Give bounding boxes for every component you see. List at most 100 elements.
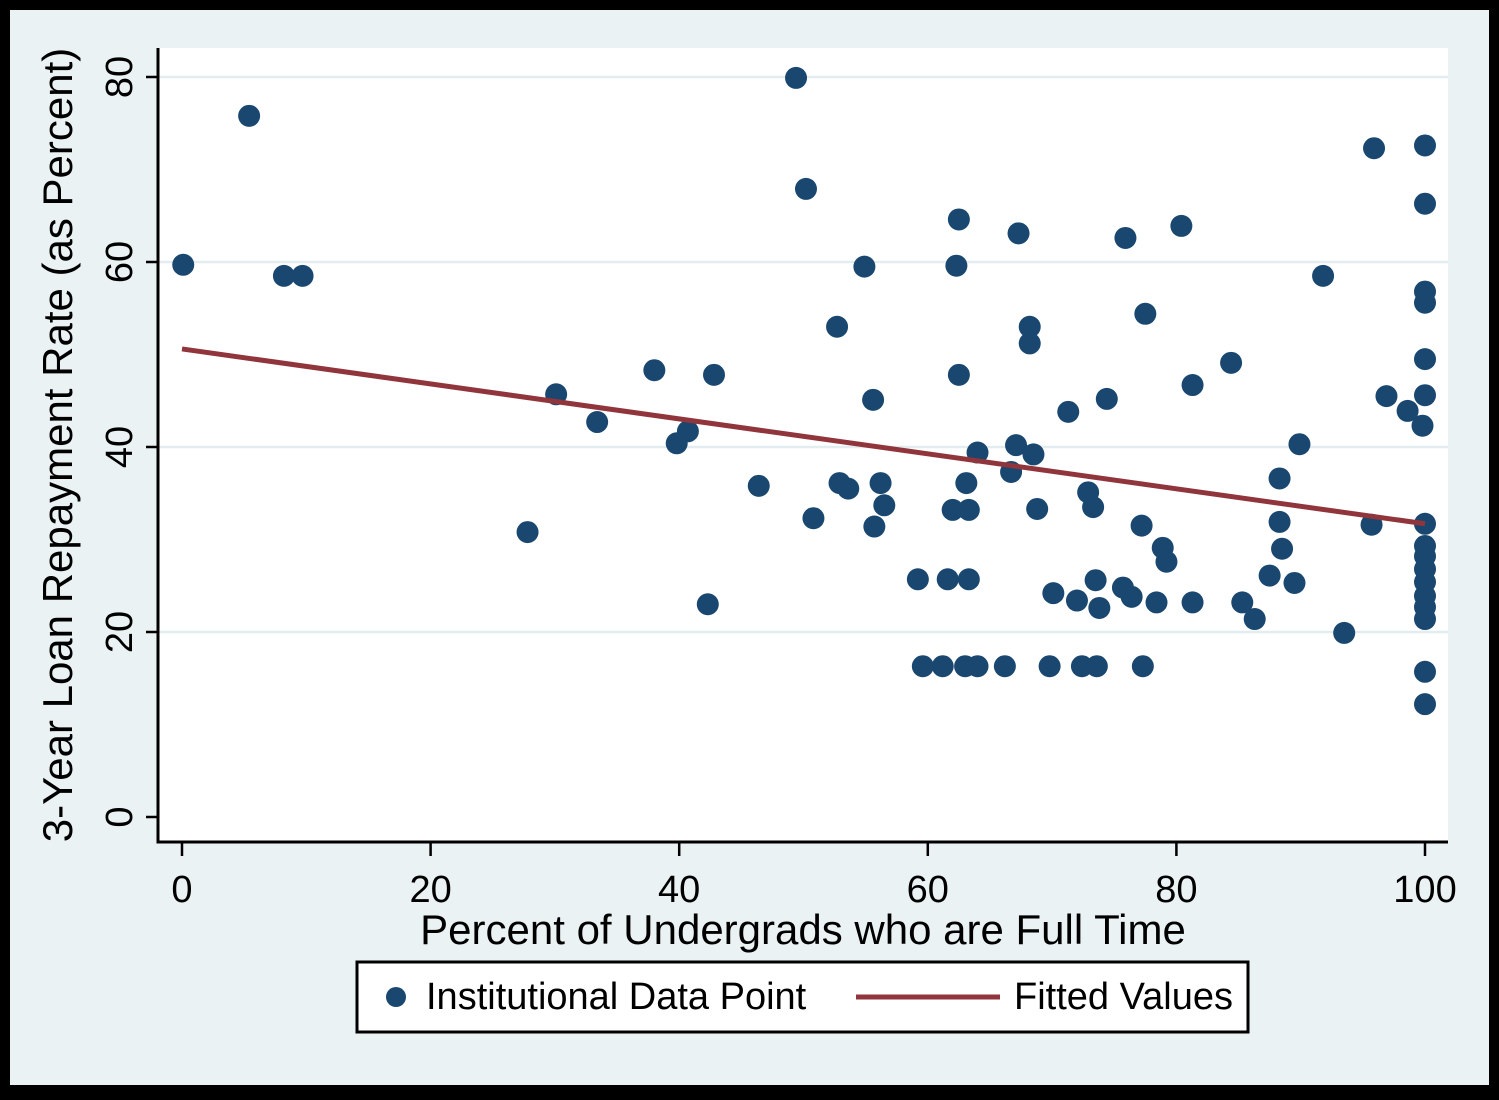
data-point [1170,214,1193,237]
plot-area [158,48,1448,842]
data-point [794,177,817,200]
data-point [1258,564,1281,587]
data-point [1088,596,1111,619]
data-point [957,568,980,591]
data-point [1065,589,1088,612]
data-point [696,593,719,616]
data-point [1095,387,1118,410]
y-axis-title: 3-Year Loan Repayment Rate (as Percent) [34,48,81,843]
y-tick-label-0: 0 [99,806,141,827]
data-point [826,315,849,338]
y-tick-label-20: 20 [99,611,141,653]
data-point [1283,571,1306,594]
data-point [1130,514,1153,537]
data-point [238,104,261,127]
x-axis-title: Percent of Undergrads who are Full Time [420,906,1186,953]
x-tick-label-60: 60 [907,869,949,911]
fitted-line [181,346,1426,527]
data-point [1038,655,1061,678]
data-point [1312,264,1335,287]
data-point [955,472,978,495]
data-point [1268,510,1291,533]
data-point [643,359,666,382]
data-point [941,498,964,521]
data-point [1333,621,1356,644]
data-point [993,655,1016,678]
data-point [1181,591,1204,614]
legend-box [355,960,1250,1034]
data-point [873,494,896,517]
data-point [1181,374,1204,397]
fitted-values-line [181,346,1426,527]
data-point [1243,608,1266,631]
data-point [1414,384,1436,407]
data-point [1134,302,1157,325]
data-point [1131,655,1154,678]
data-point [1145,591,1168,614]
x-tick-label-100: 100 [1393,869,1456,911]
x-tick-label-20: 20 [409,869,451,911]
data-point [1414,693,1436,716]
data-point [1042,582,1065,605]
data-point [1414,348,1436,371]
data-point [863,515,886,538]
data-point [1022,443,1045,466]
data-point [747,474,770,497]
data-point [906,568,929,591]
data-point [1007,222,1030,245]
data-point [862,388,885,411]
y-tick-label-80: 80 [99,56,141,98]
data-point [1363,137,1386,160]
data-point [1411,414,1434,437]
data-point [936,568,959,591]
data-point [1220,351,1243,374]
x-tick-label-0: 0 [171,869,192,911]
data-point [945,254,968,277]
data-point [1271,537,1294,560]
data-point [1375,385,1398,408]
data-point [869,472,892,495]
data-point [1231,591,1254,614]
y-axis-ticks: 0 20 40 60 80 [99,56,158,828]
data-point [931,655,954,678]
data-point [1026,497,1049,520]
scatter-points [172,66,1436,716]
data-point [516,521,539,544]
data-point [1005,434,1028,457]
data-point [1414,134,1436,157]
data-point [802,507,825,530]
data-point [1084,569,1107,592]
y-tick-label-60: 60 [99,241,141,283]
data-point [1082,496,1105,519]
data-point [853,255,876,278]
data-point [1288,433,1311,456]
data-point [911,655,934,678]
legend: Institutional Data Point Fitted Values [355,960,1250,1034]
data-point [1018,332,1041,355]
data-point [703,363,726,386]
data-point [1057,400,1080,423]
data-point [1268,467,1291,490]
data-point [785,66,808,89]
data-point [947,208,970,231]
data-point [1414,192,1436,215]
data-point [966,655,989,678]
data-point [837,477,860,500]
legend-label-institutional-data-point: Institutional Data Point [426,976,807,1018]
y-tick-label-40: 40 [99,426,141,468]
data-point [1414,660,1436,683]
data-point [957,498,980,521]
data-point [1414,291,1436,314]
data-point [947,363,970,386]
data-point [1396,399,1419,422]
x-axis-ticks: 0 20 40 60 80 100 [171,842,1457,911]
data-point [676,420,699,443]
x-tick-label-80: 80 [1155,869,1197,911]
legend-label-fitted-values: Fitted Values [1014,976,1233,1018]
scatter-marker-icon [386,987,406,1007]
data-point [1155,550,1178,573]
data-point [172,253,195,276]
